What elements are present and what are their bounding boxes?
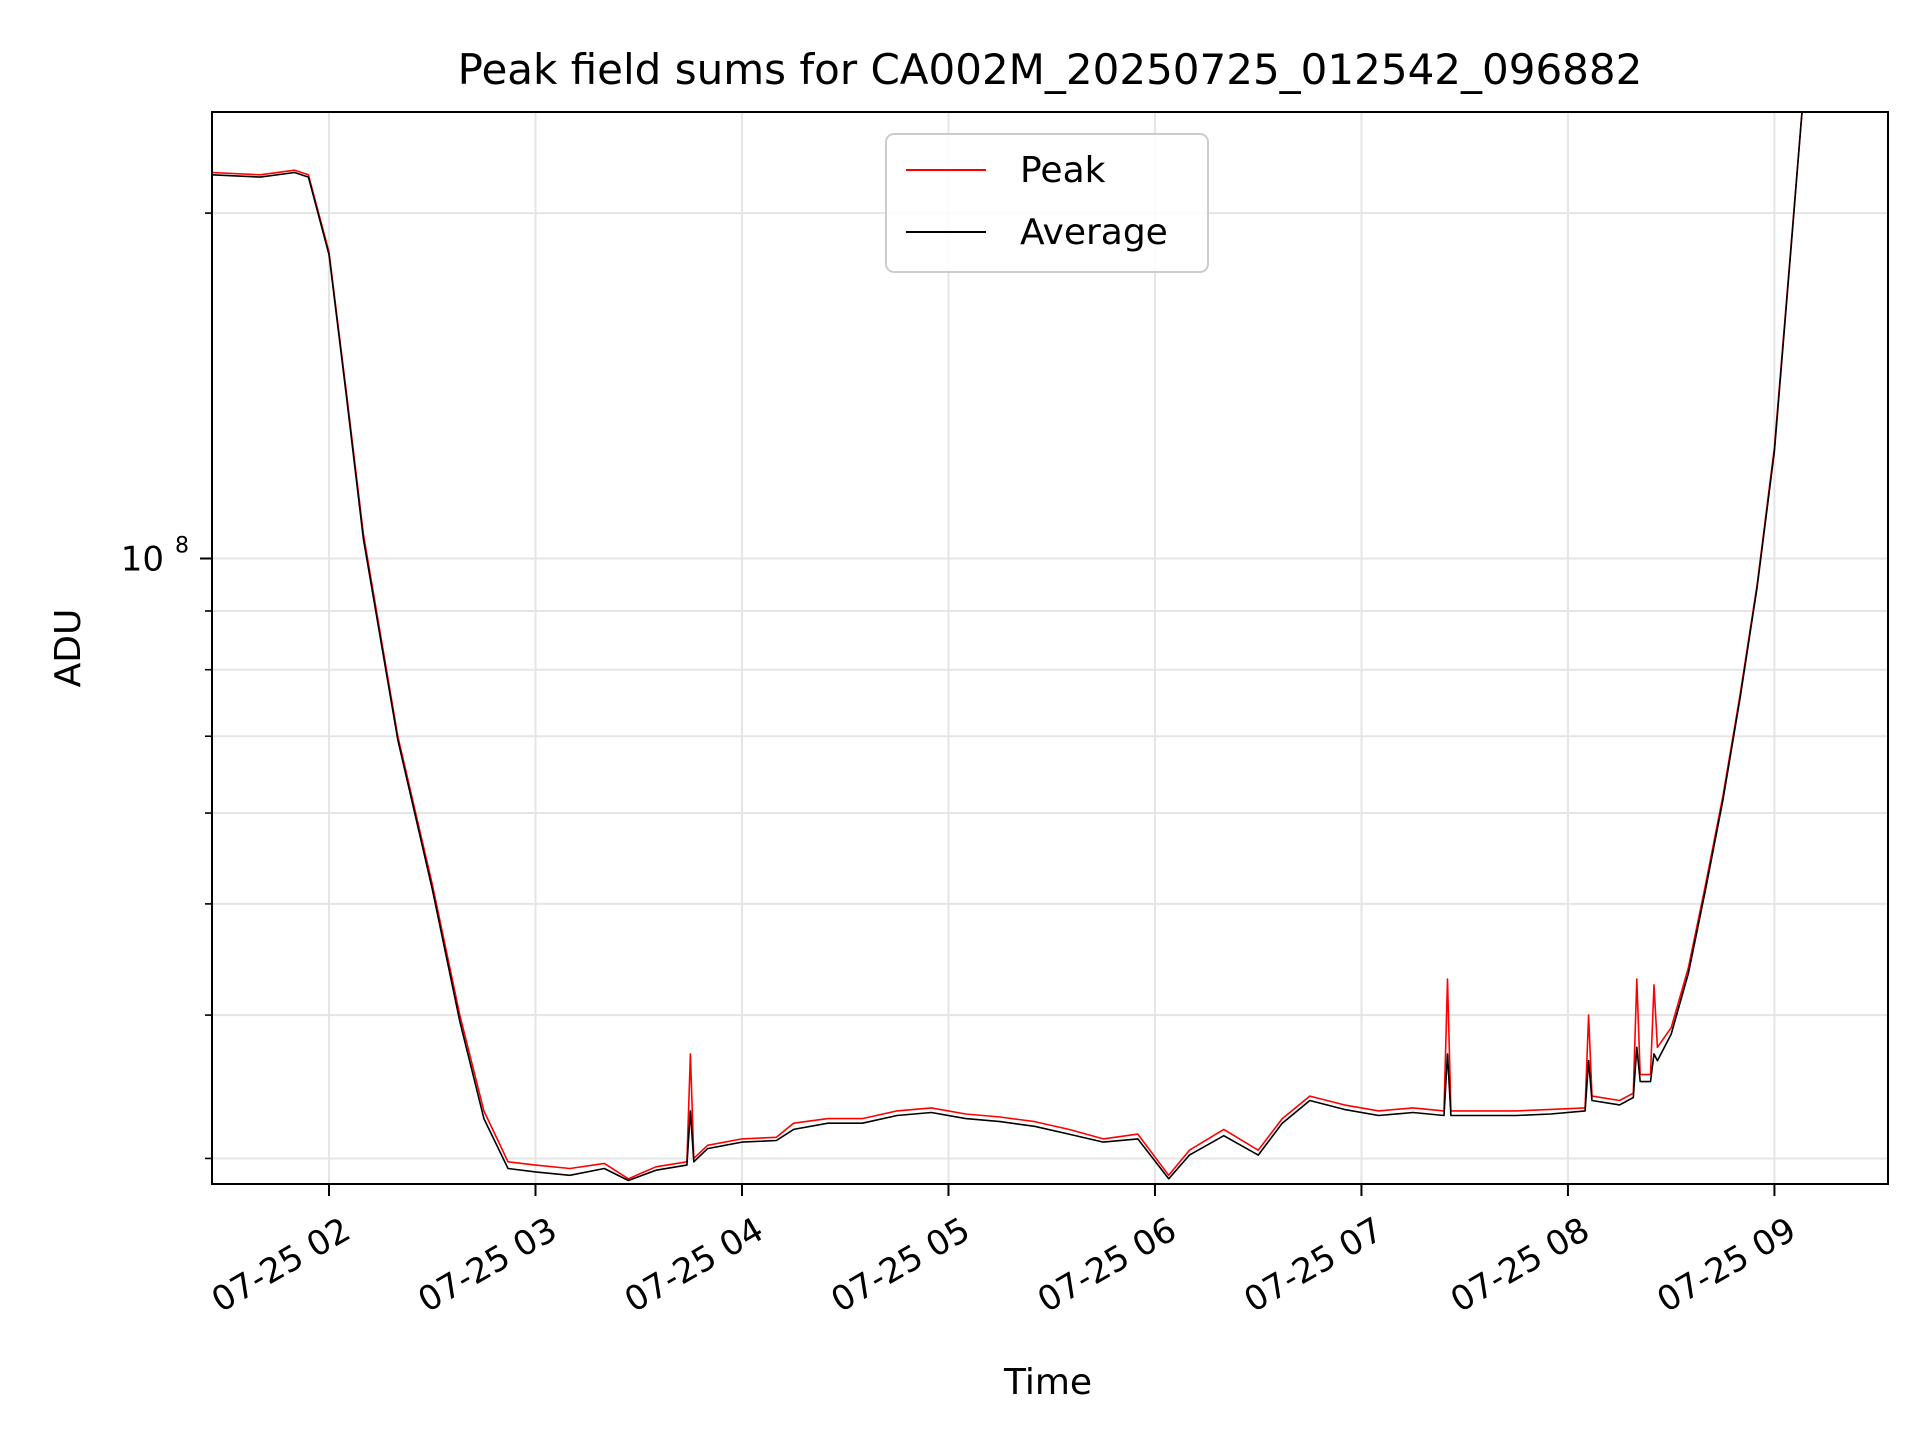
chart-title: Peak field sums for CA002M_20250725_0125… xyxy=(458,45,1643,94)
y-tick-label: 10 xyxy=(121,540,164,580)
x-axis-label: Time xyxy=(1003,1362,1092,1403)
legend: Peak Average xyxy=(885,133,1209,273)
plot-frame xyxy=(211,111,1889,1185)
legend-box xyxy=(885,133,1209,273)
y-axis-label: ADU xyxy=(48,609,89,688)
series-line-average xyxy=(212,112,1803,1182)
legend-label-peak: Peak xyxy=(1020,150,1106,191)
y-axis: 10 8 xyxy=(121,212,212,1160)
y-tick-label-exponent: 8 xyxy=(175,534,189,559)
series-layer xyxy=(212,112,1803,1182)
grid xyxy=(212,112,1888,1184)
legend-label-average: Average xyxy=(1020,212,1168,253)
series-line-peak xyxy=(212,112,1803,1180)
